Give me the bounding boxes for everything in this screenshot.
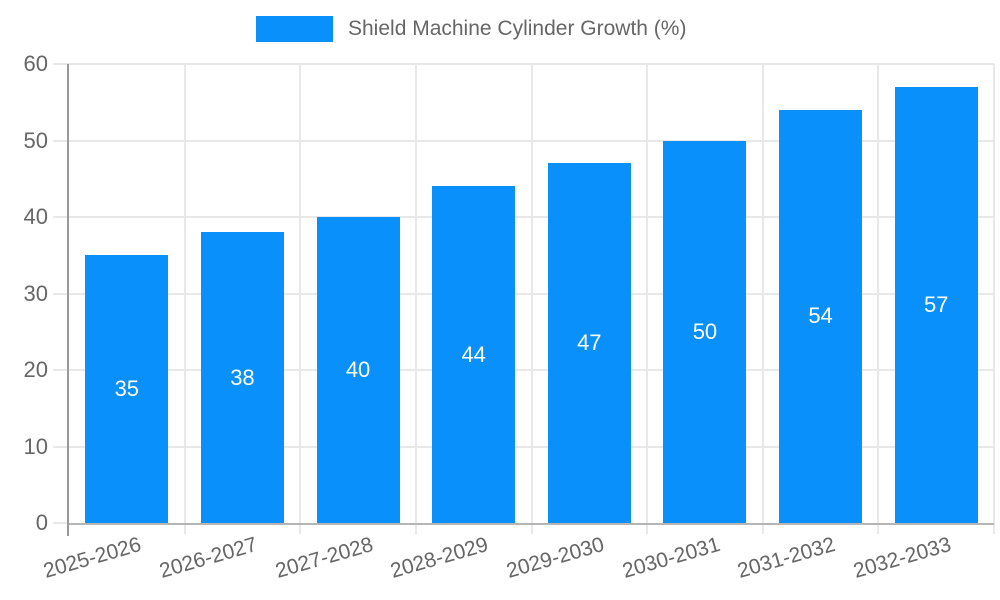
bar[interactable] — [432, 186, 516, 523]
x-gridline — [646, 64, 649, 523]
y-tick-mark — [53, 445, 69, 448]
bar[interactable] — [779, 109, 863, 523]
bar-value-label: 38 — [230, 364, 255, 390]
y-axis-tick-label: 60 — [23, 51, 48, 76]
x-gridline — [993, 64, 995, 523]
x-tick-mark — [299, 523, 302, 534]
y-axis-tick-label: 10 — [23, 433, 48, 459]
y-tick-mark — [53, 63, 69, 65]
x-gridline — [414, 64, 417, 523]
y-tick-mark — [53, 522, 69, 524]
x-gridline — [877, 64, 880, 523]
y-axis-tick-label: 50 — [23, 127, 48, 153]
bar-value-label: 40 — [345, 357, 371, 382]
x-tick-mark — [530, 523, 533, 534]
bar-value-label: 57 — [923, 291, 949, 317]
bar[interactable] — [316, 217, 400, 523]
bar-value-label: 54 — [808, 303, 833, 329]
y-axis-tick-label: 40 — [23, 204, 48, 229]
x-gridline — [761, 64, 764, 523]
x-axis-line — [69, 523, 994, 525]
bar[interactable] — [894, 86, 978, 523]
bar-value-label: 50 — [692, 318, 718, 344]
x-tick-mark — [761, 523, 764, 534]
legend-swatch-icon — [256, 16, 333, 42]
y-axis-tick-label: 30 — [23, 280, 48, 306]
bar[interactable] — [200, 232, 284, 523]
y-tick-mark — [53, 292, 69, 295]
x-tick-mark — [646, 523, 649, 534]
bar-value-label: 35 — [114, 376, 140, 402]
bar-value-label: 44 — [461, 341, 486, 367]
x-tick-mark — [877, 523, 880, 534]
chart-legend[interactable]: Shield Machine Cylinder Growth (%) — [256, 16, 686, 42]
bar[interactable] — [547, 163, 631, 523]
bar-value-label: 47 — [577, 330, 602, 356]
x-tick-mark — [183, 523, 186, 534]
x-gridline — [530, 64, 533, 523]
x-gridline — [183, 64, 186, 523]
y-tick-mark — [53, 216, 69, 218]
y-axis-tick-label: 0 — [35, 510, 48, 535]
x-tick-mark — [993, 523, 995, 534]
y-axis-tick-label: 20 — [23, 357, 48, 382]
x-gridline — [299, 64, 302, 523]
y-tick-mark — [53, 139, 69, 142]
bar[interactable] — [85, 255, 169, 523]
legend-label: Shield Machine Cylinder Growth (%) — [348, 17, 687, 40]
x-tick-mark — [414, 523, 417, 534]
y-tick-mark — [53, 369, 69, 371]
y-axis-line — [67, 64, 69, 536]
bar[interactable] — [663, 140, 747, 523]
